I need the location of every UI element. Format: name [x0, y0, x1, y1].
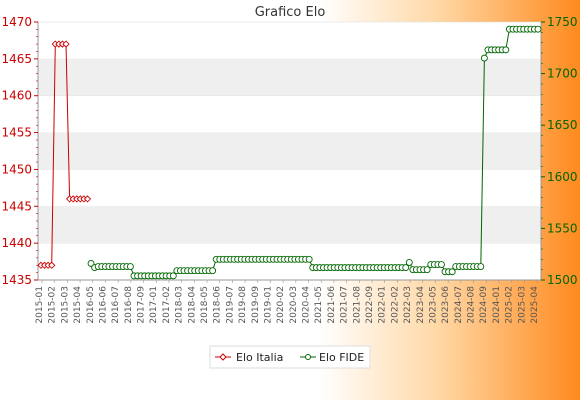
- x-tick-label: 2019-01: [263, 286, 273, 324]
- y-right-tick-label: 1650: [547, 118, 578, 132]
- legend-label-elo-italia: Elo Italia: [236, 351, 283, 364]
- y-left-tick-label: 1450: [1, 162, 32, 176]
- x-tick-label: 2020-03: [289, 286, 299, 324]
- grid-band: [38, 22, 541, 59]
- x-tick-label: 2015-02: [48, 286, 58, 324]
- x-tick-label: 2022-03: [403, 286, 413, 324]
- legend: Elo Italia Elo FIDE: [209, 345, 371, 369]
- x-tick-label: 2021-06: [327, 286, 337, 324]
- x-tick-label: 2020-02: [276, 286, 286, 324]
- x-tick-label: 2019-09: [251, 286, 261, 324]
- x-tick-label: 2016-06: [98, 286, 108, 324]
- y-left-tick-label: 1440: [1, 236, 32, 250]
- y-right-tick-label: 1750: [547, 15, 578, 29]
- data-point: [305, 255, 313, 263]
- y-left-tick-label: 1460: [1, 89, 32, 103]
- x-tick-label: 2024-01: [492, 286, 502, 324]
- y-right-tick-label: 1700: [547, 67, 578, 81]
- data-point: [126, 263, 134, 271]
- series-elo-italia: [37, 40, 92, 269]
- series-layer: [37, 25, 542, 280]
- x-tick-label: 2022-09: [365, 286, 375, 324]
- x-tick-label: 2021-05: [314, 286, 324, 324]
- data-point: [477, 263, 485, 271]
- x-tick-label: 2025-03: [517, 286, 527, 324]
- x-tick-label: 2022-01: [378, 286, 388, 324]
- x-tick-label: 2019-08: [238, 286, 248, 324]
- y-left-tick-label: 1455: [1, 126, 32, 140]
- x-tick-label: 2020-04: [302, 286, 312, 324]
- x-tick-label: 2015-03: [60, 286, 70, 324]
- y-left-tick-label: 1445: [1, 199, 32, 213]
- y-right-tick-label: 1600: [547, 170, 578, 184]
- grid-band: [38, 58, 541, 96]
- y-right-tick-label: 1550: [547, 221, 578, 235]
- x-tick-label: 2015-01: [35, 286, 45, 324]
- grid-bands: [38, 21, 541, 280]
- x-tick-label: 2017-09: [137, 286, 147, 324]
- x-tick-label: 2017-02: [162, 286, 172, 324]
- legend-label-elo-fide: Elo FIDE: [319, 351, 364, 364]
- x-tick-label: 2019-07: [225, 286, 235, 324]
- x-tick-label: 2021-08: [352, 286, 362, 324]
- x-tick-label: 2024-09: [479, 286, 489, 324]
- data-point: [209, 267, 217, 275]
- legend-marker-elo-italia: [219, 353, 227, 361]
- data-point: [83, 195, 92, 203]
- x-tick-label: 2018-05: [200, 286, 210, 324]
- data-point: [502, 46, 510, 54]
- data-point: [448, 268, 456, 276]
- grid-band: [38, 169, 541, 207]
- x-tick-labels: 2015-01 2015-02 2015-03 2015-04 2016-05 2016-…: [35, 280, 540, 324]
- y-right-tick-label: 1500: [547, 273, 578, 287]
- grid-band: [38, 206, 541, 244]
- x-tick-label: 2016-07: [111, 286, 121, 324]
- legend-box: [209, 345, 371, 369]
- axes: 1435 1440 1445 1450 1455 1460 1465 1470 1500 1550…: [1, 15, 577, 287]
- x-tick-label: 2018-06: [213, 286, 223, 324]
- x-tick-label: 2017-01: [149, 286, 159, 324]
- legend-marker-elo-fide: [305, 354, 311, 360]
- data-point: [62, 40, 70, 48]
- data-point: [48, 261, 56, 269]
- x-tick-label: 2023-06: [441, 286, 451, 324]
- x-tick-label: 2018-03: [175, 286, 185, 324]
- data-point: [534, 25, 542, 33]
- data-point: [169, 272, 177, 280]
- x-tick-label: 2021-07: [340, 286, 350, 324]
- x-tick-label: 2024-08: [467, 286, 477, 324]
- grid-band: [38, 95, 541, 133]
- x-tick-label: 2022-02: [390, 286, 400, 324]
- data-point: [405, 259, 413, 266]
- data-point: [480, 54, 488, 62]
- series-elo-fide: [87, 25, 542, 280]
- data-point: [438, 261, 445, 268]
- chart-title: Grafico Elo: [255, 5, 326, 20]
- grid-band: [38, 132, 541, 170]
- data-point: [402, 264, 410, 272]
- x-tick-label: 2016-08: [124, 286, 134, 324]
- x-tick-label: 2023-05: [428, 286, 438, 324]
- x-tick-label: 2015-04: [73, 286, 83, 324]
- x-tick-label: 2016-05: [86, 286, 96, 324]
- x-tick-label: 2018-04: [187, 286, 197, 324]
- y-left-tick-label: 1465: [1, 52, 32, 66]
- data-point: [423, 266, 431, 274]
- x-tick-label: 2025-04: [530, 286, 540, 324]
- y-left-tick-label: 1435: [1, 273, 32, 287]
- x-tick-label: 2023-04: [416, 286, 426, 324]
- x-tick-label: 2024-07: [454, 286, 464, 324]
- y-left-tick-label: 1470: [1, 15, 32, 29]
- x-tick-label: 2025-02: [505, 286, 515, 324]
